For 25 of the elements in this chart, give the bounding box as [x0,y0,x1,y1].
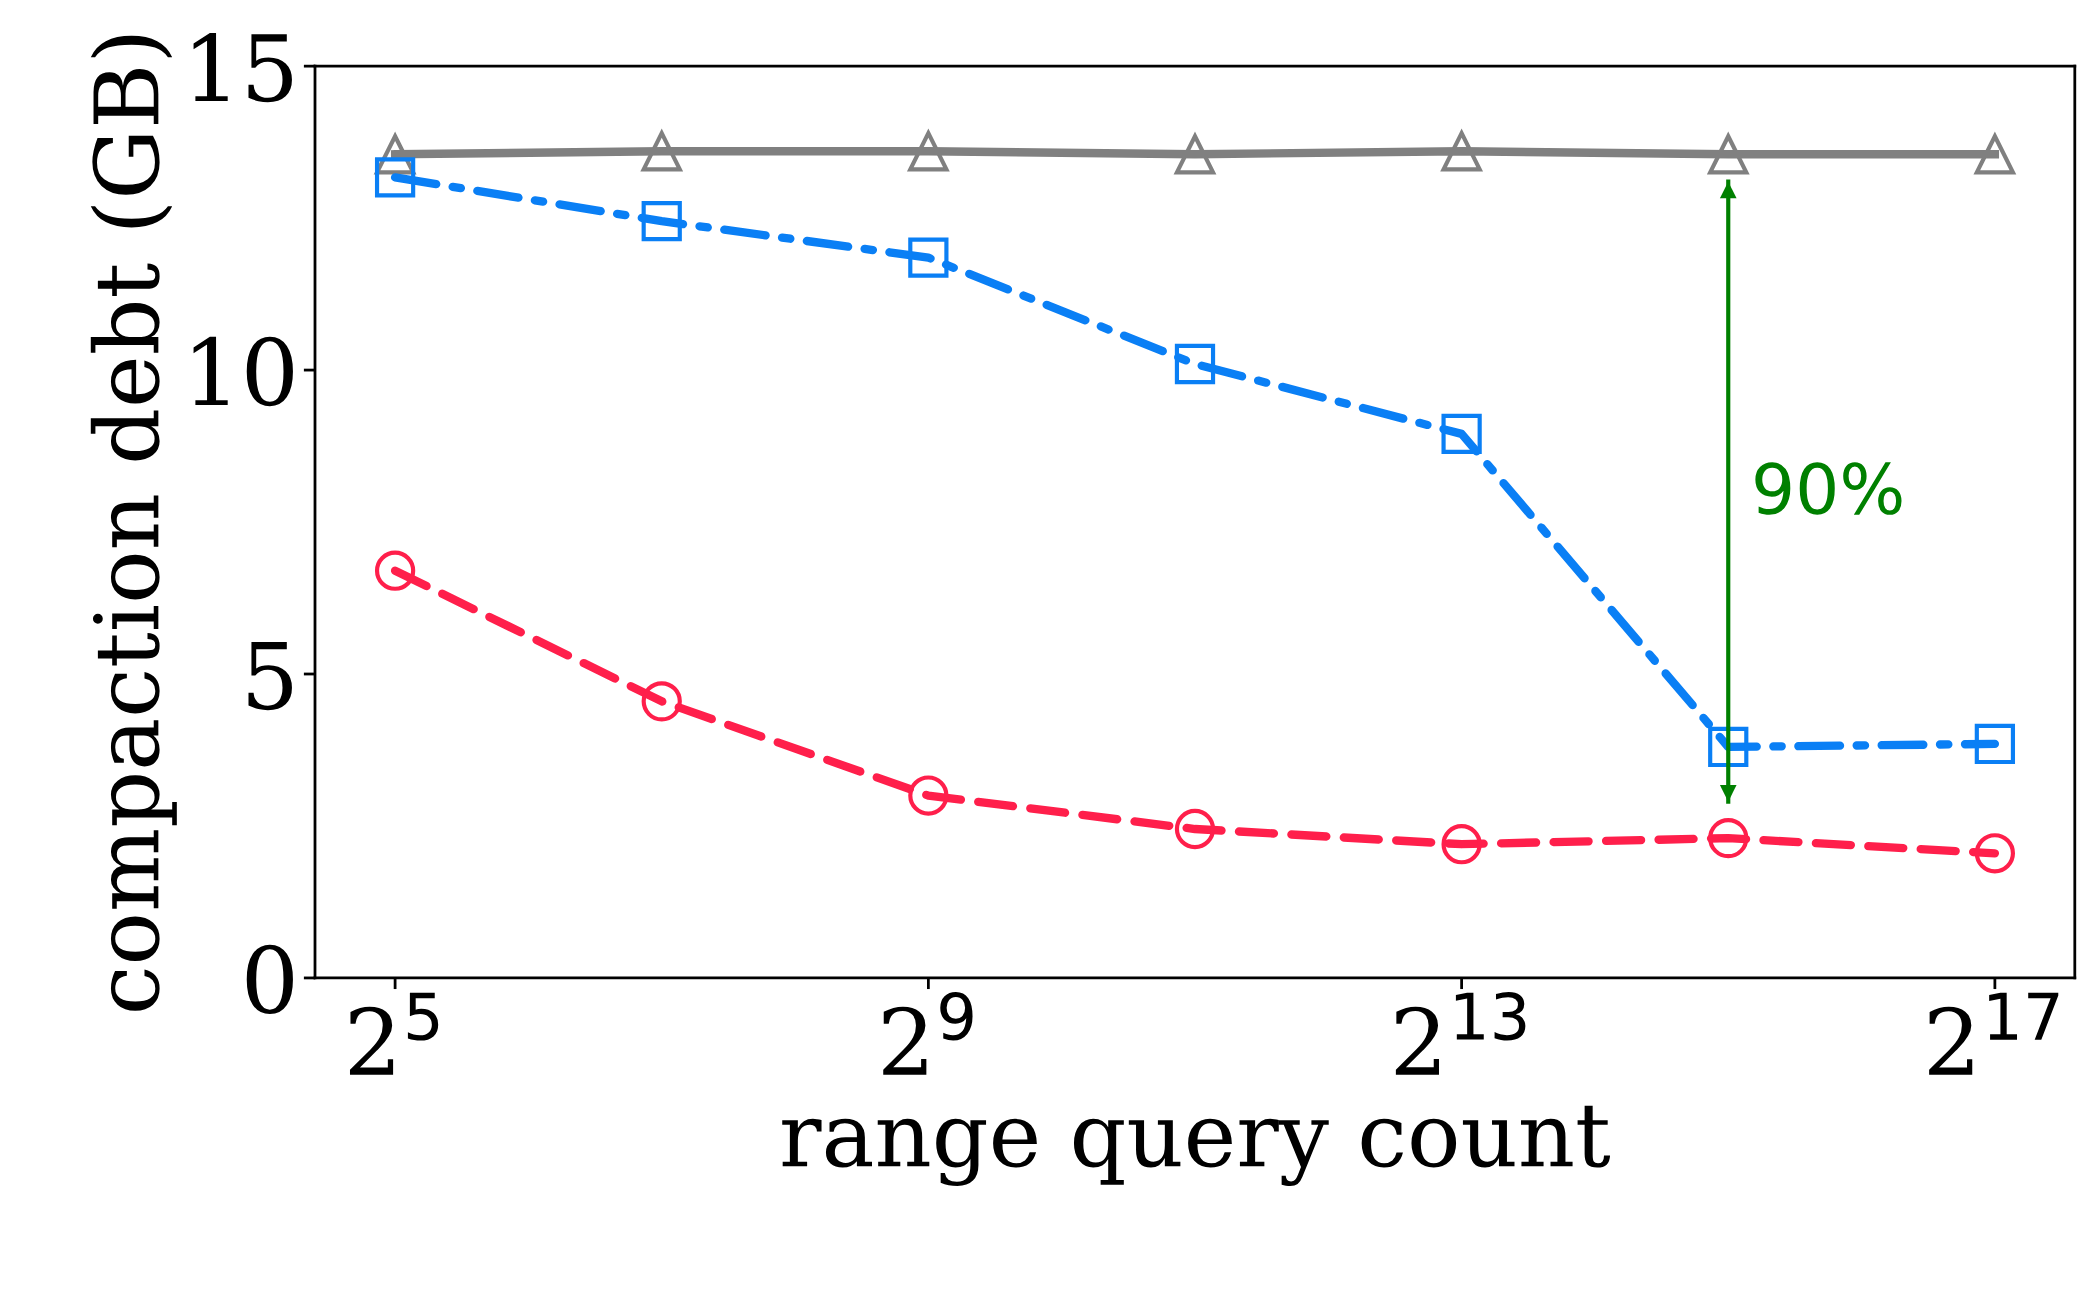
point [374,550,416,591]
point [1174,343,1216,385]
point [1708,817,1749,859]
x-axis-title: range query count [782,1105,1611,1187]
point [1441,413,1482,455]
point [1974,723,2016,765]
annotation: 90% [1755,462,1902,515]
point [1174,808,1216,850]
point [374,157,416,198]
point [908,237,949,278]
x-tick-label: 2$^{5}$ [349,992,439,1075]
y-tick-label: 15 [193,32,292,103]
y-axis-title: compaction debt (GB) [90,35,177,1011]
point [1441,824,1482,865]
x-tick-label: 2$^{13}$ [1395,991,1526,1075]
point [641,681,682,722]
point [641,201,682,242]
point [908,775,949,816]
x-tick-label: 2$^{17}$ [1929,992,2059,1075]
point [1974,833,2016,874]
y-tick-label: 5 [248,642,292,711]
y-tick-label: 0 [246,944,293,1015]
point [1708,726,1749,768]
y-tick-label: 10 [193,336,293,407]
x-tick-label: 2$^{9}$ [883,991,973,1075]
